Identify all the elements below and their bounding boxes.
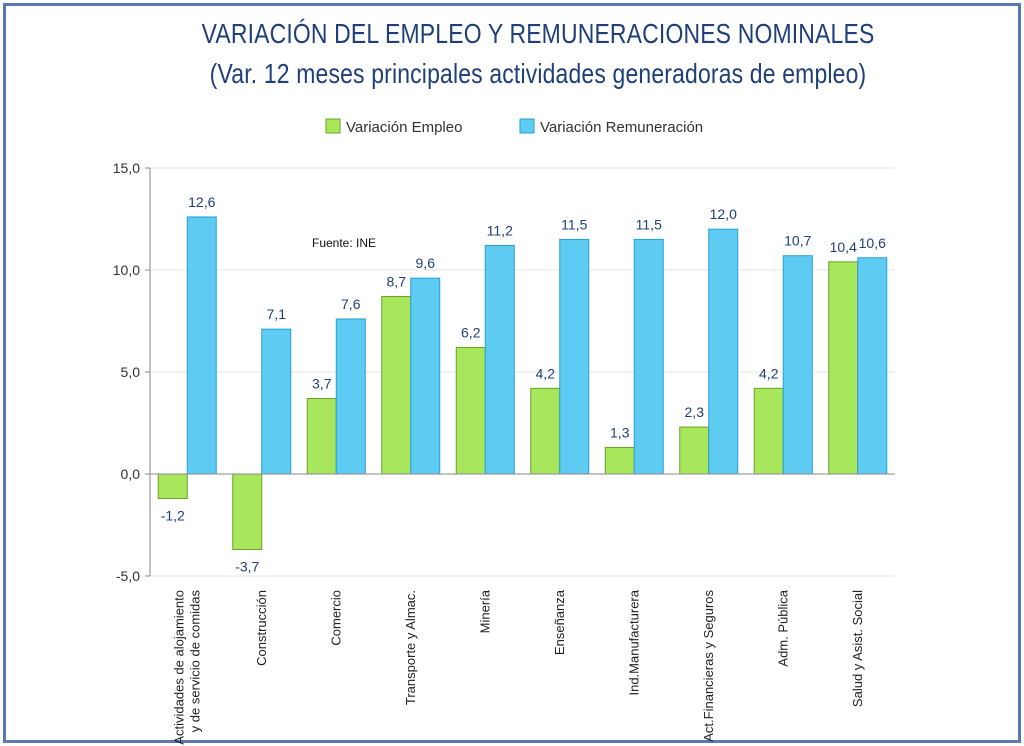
- y-tick-label: -5,0: [116, 568, 140, 584]
- data-label-remuneracion: 7,6: [341, 296, 361, 312]
- data-label-remuneracion: 12,6: [188, 194, 215, 210]
- data-label-empleo: 2,3: [685, 404, 705, 420]
- bar-remuneracion: [261, 328, 292, 475]
- data-label-empleo: 3,7: [312, 376, 332, 392]
- chart-title-block: VARIACIÓN DEL EMPLEO Y REMUNERACIONES NO…: [0, 14, 1024, 94]
- data-label-remuneracion: 11,5: [561, 216, 587, 232]
- data-label-remuneracion: 7,1: [267, 306, 287, 322]
- legend-label: Variación Empleo: [346, 119, 462, 136]
- data-label-remuneracion: 11,2: [487, 223, 513, 239]
- category-label: Comercio: [328, 590, 343, 646]
- bar-empleo: [530, 387, 561, 475]
- data-label-remuneracion: 11,5: [636, 216, 662, 232]
- bar-remuneracion: [857, 257, 888, 475]
- category-label: Construcción: [254, 590, 269, 666]
- chart-subtitle: (Var. 12 meses principales actividades g…: [209, 58, 867, 89]
- bar-remuneracion: [186, 216, 217, 475]
- legend-swatch: [325, 118, 341, 134]
- data-label-remuneracion: 9,6: [416, 255, 436, 271]
- bar-remuneracion: [708, 228, 739, 475]
- category-label-line: Construcción: [254, 590, 269, 666]
- y-tick-label: 15,0: [113, 160, 140, 176]
- category-label: Salud y Asist. Social: [850, 590, 865, 707]
- category-label-line: Act.Financieras y Seguros: [701, 590, 716, 742]
- bar-empleo: [232, 473, 263, 550]
- category-label: Adm. Pública: [775, 589, 790, 666]
- y-tick-label: 10,0: [113, 262, 140, 278]
- bar-remuneracion: [484, 245, 515, 475]
- legend-label: Variación Remuneración: [540, 119, 703, 136]
- bar-remuneracion: [782, 255, 813, 475]
- bar-remuneracion: [559, 238, 590, 475]
- data-label-empleo: 6,2: [461, 325, 481, 341]
- category-label: Transporte y Almac.: [403, 590, 418, 705]
- data-label-empleo: 8,7: [387, 274, 407, 290]
- bar-empleo: [828, 261, 859, 475]
- data-label-empleo: -3,7: [235, 558, 259, 574]
- category-label: Act.Financieras y Seguros: [701, 590, 716, 742]
- bar-empleo: [604, 446, 635, 475]
- data-label-empleo: 10,4: [830, 239, 857, 255]
- category-label-line: Adm. Pública: [775, 589, 790, 666]
- data-label-remuneracion: 12,0: [710, 206, 737, 222]
- category-label: Ind.Manufacturera: [626, 589, 641, 695]
- category-label-line: Actividades de alojamiento: [171, 590, 186, 745]
- bar-empleo: [157, 473, 188, 499]
- bar-empleo: [455, 347, 486, 475]
- legend-swatch: [519, 118, 535, 134]
- category-label: Enseñanza: [552, 589, 567, 655]
- chart-title: VARIACIÓN DEL EMPLEO Y REMUNERACIONES NO…: [201, 18, 875, 49]
- bar-remuneracion: [633, 238, 664, 475]
- bar-empleo: [679, 426, 710, 475]
- category-label: Actividades de alojamientoy de servicio …: [171, 590, 202, 745]
- data-label-empleo: 1,3: [610, 424, 630, 440]
- category-label-line: Salud y Asist. Social: [850, 590, 865, 707]
- category-label-line: Enseñanza: [552, 589, 567, 655]
- y-tick-label: 5,0: [121, 364, 141, 380]
- category-label-line: y de servicio de comidas: [187, 590, 202, 733]
- bar-empleo: [381, 296, 412, 475]
- bar-remuneracion: [335, 318, 366, 475]
- category-label: Minería: [477, 589, 492, 633]
- category-label-line: Ind.Manufacturera: [626, 589, 641, 695]
- category-label-line: Comercio: [328, 590, 343, 646]
- bar-empleo: [753, 387, 784, 475]
- data-label-remuneracion: 10,7: [784, 233, 811, 249]
- bar-remuneracion: [410, 277, 441, 475]
- data-label-empleo: 4,2: [536, 365, 556, 381]
- data-label-remuneracion: 10,6: [859, 235, 886, 251]
- category-label-line: Minería: [477, 589, 492, 633]
- category-label-line: Transporte y Almac.: [403, 590, 418, 705]
- bar-empleo: [306, 398, 337, 475]
- source-annotation: Fuente: INE: [312, 236, 376, 250]
- y-tick-label: 0,0: [121, 466, 141, 482]
- data-label-empleo: 4,2: [759, 365, 779, 381]
- data-label-empleo: -1,2: [161, 507, 185, 523]
